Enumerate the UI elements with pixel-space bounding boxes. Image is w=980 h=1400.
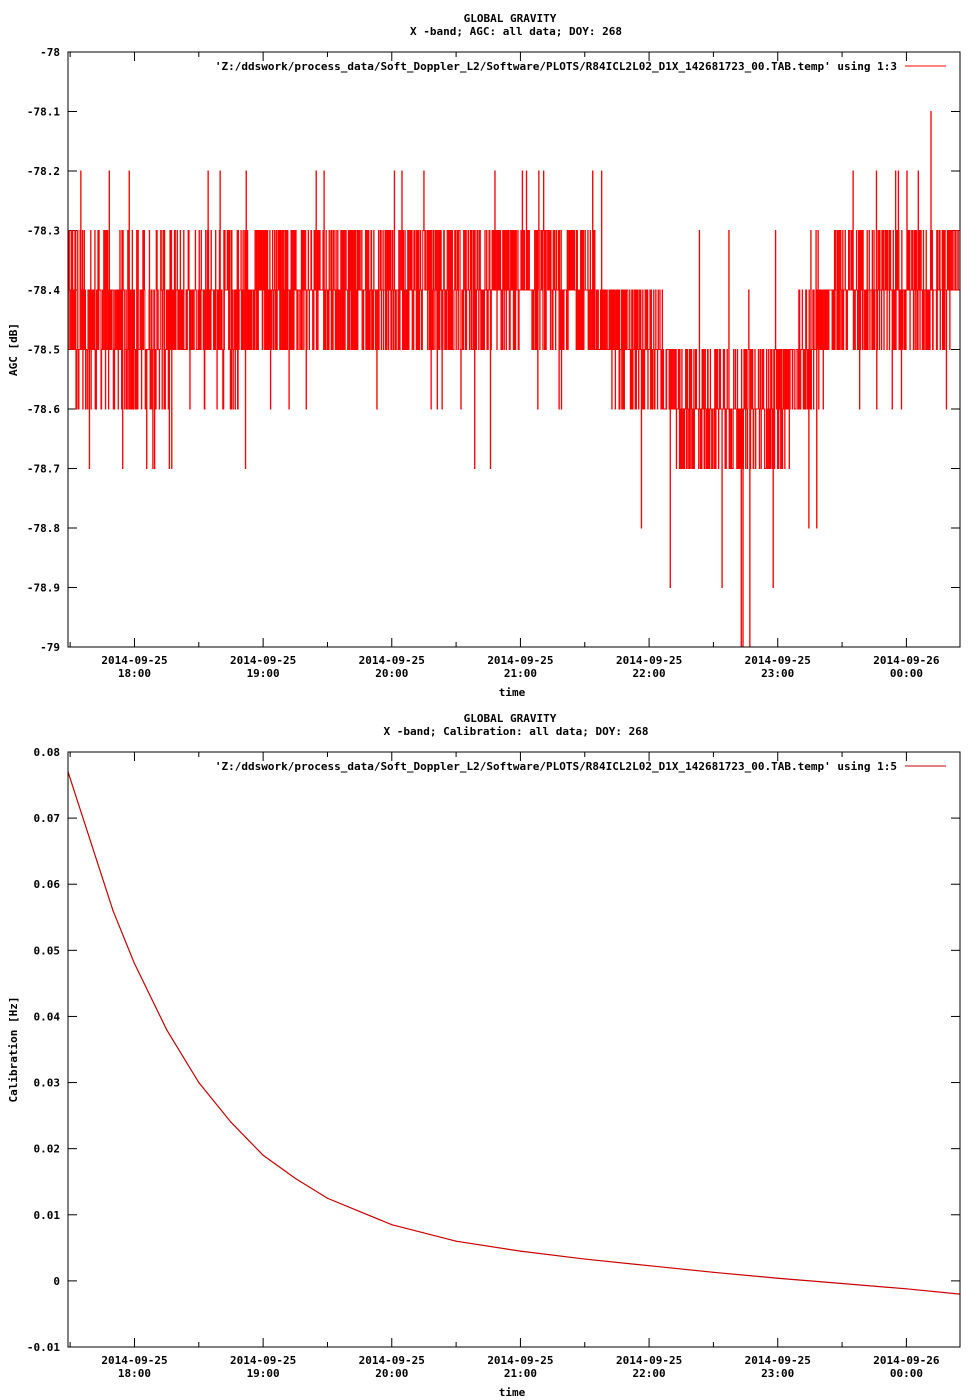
x-tick-time-label: 23:00 [761,667,794,680]
calibration-point [648,1265,650,1267]
y-tick-label: 0 [53,1275,60,1288]
x-tick-time-label: 22:00 [633,1367,666,1380]
calibration-point [294,1177,296,1180]
calibration-point [166,1029,168,1031]
y-tick-label: -78.1 [27,106,60,119]
x-tick-date-label: 2014-09-25 [487,1354,553,1367]
y-tick-label: 0.05 [34,944,61,957]
y-tick-label: -78.3 [27,225,60,238]
calibration-point [391,1224,393,1226]
x-tick-date-label: 2014-09-25 [745,1354,811,1367]
x-tick-time-label: 18:00 [118,1367,151,1380]
calibration-point [519,1250,522,1252]
y-tick-label: 0.01 [34,1209,61,1222]
y-tick-label: -78.2 [27,165,60,178]
x-axis-label: time [499,1386,526,1399]
y-tick-label: -0.01 [27,1341,60,1354]
x-tick-date-label: 2014-09-25 [359,1354,425,1367]
y-tick-label: -78.5 [27,344,60,357]
x-tick-time-label: 00:00 [890,667,923,680]
chart-title: GLOBAL GRAVITY [464,712,557,725]
calibration-point [198,1081,200,1084]
y-tick-label: -78.9 [27,582,60,595]
y-tick-label: -78 [40,46,60,59]
y-axis-label: AGC [dB] [7,323,20,376]
chart-subtitle: X -band; Calibration: all data; DOY: 268 [384,725,649,738]
calibration-point [90,843,93,846]
y-tick-label: -78.8 [27,522,60,535]
calibration-point [112,910,114,912]
x-tick-time-label: 22:00 [633,667,666,680]
calibration-point [326,1197,329,1199]
legend-label: 'Z:/ddswork/process_data/Soft_Doppler_L2… [215,60,897,73]
calibration-point [777,1277,779,1279]
x-tick-time-label: 19:00 [247,1367,280,1380]
x-tick-time-label: 18:00 [118,667,151,680]
y-tick-label: 0.07 [34,812,61,825]
calibration-point [841,1282,843,1285]
y-tick-label: 0.06 [34,878,61,891]
y-tick-label: -78.6 [27,403,60,416]
y-tick-label: 0.02 [34,1143,61,1156]
calibration-point [455,1240,457,1242]
x-tick-date-label: 2014-09-26 [873,654,940,667]
plot-frame [67,751,961,1348]
chart-subtitle: X -band; AGC: all data; DOY: 268 [410,25,622,38]
x-tick-time-label: 21:00 [504,667,537,680]
agc-chart-panel: GLOBAL GRAVITY X -band; AGC: all data; DO… [7,12,961,699]
agc-series-line [67,111,960,648]
x-axis-label: time [499,686,526,699]
y-axis-label: Calibration [Hz] [7,997,20,1103]
calibration-point [262,1154,264,1156]
x-tick-date-label: 2014-09-25 [101,654,167,667]
x-tick-date-label: 2014-09-26 [873,1354,940,1367]
y-tick-label: 0.08 [34,746,61,759]
x-tick-time-label: 20:00 [375,1367,408,1380]
y-tick-label: -78.7 [27,463,60,476]
x-tick-date-label: 2014-09-25 [616,1354,682,1367]
calibration-point [133,962,136,965]
calibration-point [230,1121,232,1123]
x-tick-date-label: 2014-09-25 [487,654,553,667]
calibration-point [712,1271,715,1273]
calibration-point [584,1258,586,1260]
calibration-chart-panel: GLOBAL GRAVITY X -band; Calibration: all … [0,700,980,1400]
x-tick-time-label: 00:00 [890,1367,923,1380]
x-tick-time-label: 23:00 [761,1367,794,1380]
x-tick-date-label: 2014-09-25 [230,1354,296,1367]
y-tick-label: 0.04 [34,1010,61,1023]
x-tick-time-label: 19:00 [247,667,280,680]
x-tick-date-label: 2014-09-25 [745,654,811,667]
calibration-point [905,1288,907,1290]
x-tick-date-label: 2014-09-25 [616,654,682,667]
x-tick-time-label: 21:00 [504,1367,537,1380]
y-tick-label: -79 [40,641,60,654]
x-tick-date-label: 2014-09-25 [101,1354,167,1367]
plot-frame [67,51,961,648]
x-tick-date-label: 2014-09-25 [230,654,296,667]
y-tick-label: 0.03 [34,1077,61,1090]
chart-title: GLOBAL GRAVITY [464,12,557,25]
x-tick-date-label: 2014-09-25 [359,654,425,667]
x-tick-time-label: 20:00 [375,667,408,680]
y-tick-label: -78.4 [27,284,60,297]
calibration-series-line [67,771,961,1295]
legend-label: 'Z:/ddswork/process_data/Soft_Doppler_L2… [215,760,897,773]
